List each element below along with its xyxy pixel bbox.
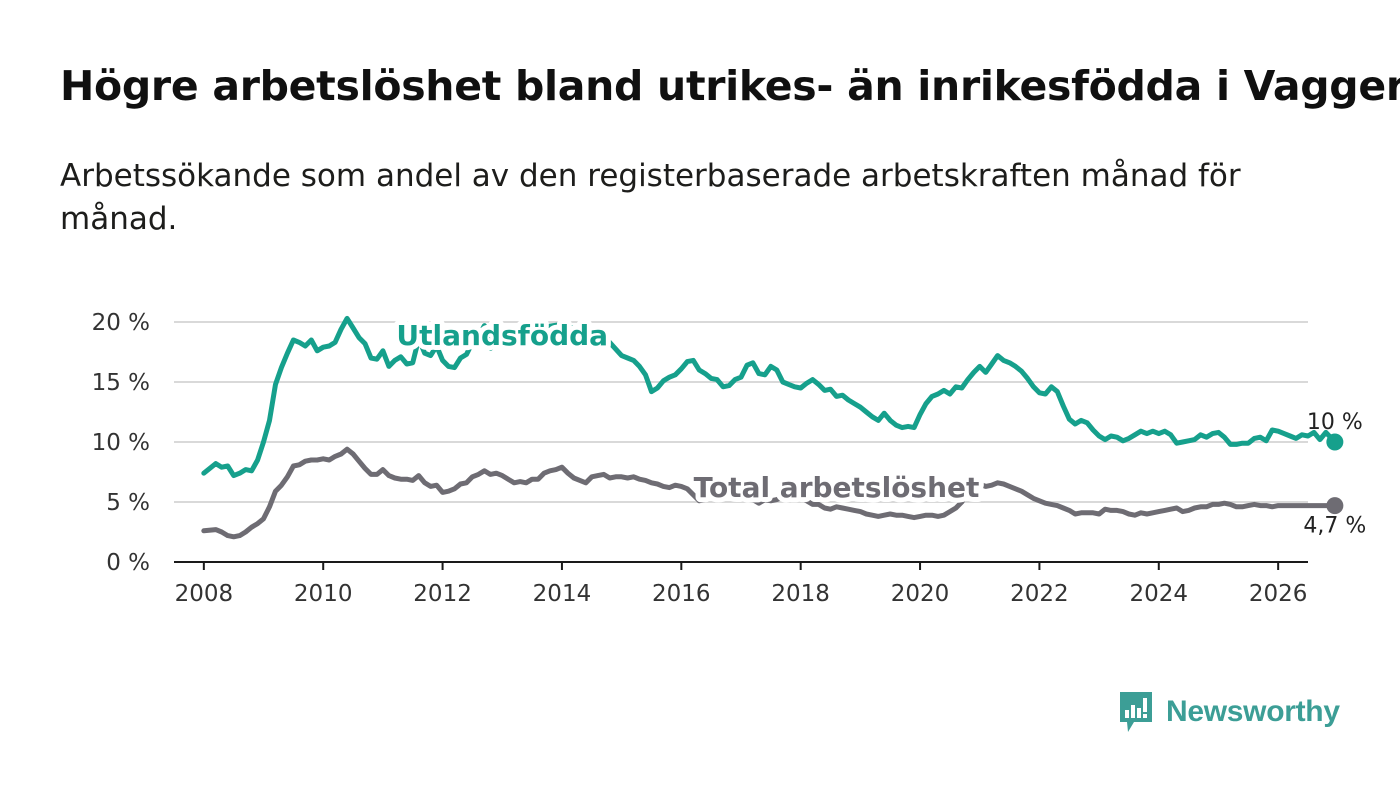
chart-title: Högre arbetslöshet bland utrikes- än inr… (60, 62, 1400, 110)
y-tick-label: 0 % (106, 550, 150, 576)
x-tick-label: 2008 (175, 581, 234, 607)
x-tick-label: 2012 (413, 581, 472, 607)
series-labels: 10 % 4,7 % Utlandsfödda Total arbetslöshet (391, 314, 1366, 539)
series-end-marker (1326, 433, 1344, 451)
x-tick-label: 2024 (1130, 581, 1189, 607)
chart-subtitle: Arbetssökande som andel av den registerb… (60, 158, 1241, 237)
gridlines (174, 321, 1308, 503)
x-tick-label: 2010 (294, 581, 353, 607)
series-end-marker (1326, 497, 1344, 515)
newsworthy-logo-icon (1120, 692, 1152, 732)
series-name-label: Total arbetslöshet (694, 471, 980, 504)
x-tick-label: 2018 (771, 581, 830, 607)
series-line-total (201, 446, 1338, 540)
y-tick-label: 10 % (92, 430, 150, 456)
y-tick-label: 20 % (92, 310, 150, 336)
x-tick-label: 2026 (1249, 581, 1308, 607)
series-lines (201, 315, 1344, 540)
x-tick-label: 2022 (1010, 581, 1069, 607)
series-end-value-label: 4,7 % (1303, 514, 1366, 539)
x-tick-label: 2020 (891, 581, 950, 607)
series-name-label: Utlandsfödda (396, 319, 608, 352)
brand-logo[interactable]: Newsworthy (1118, 690, 1340, 734)
y-axis-tick-labels: 0 % 5 % 10 % 15 % 20 % (92, 310, 150, 576)
y-tick-label: 5 % (106, 490, 150, 516)
brand-name: Newsworthy (1166, 695, 1340, 728)
x-axis: 2008 2010 2012 2014 2016 2018 2020 2022 2024 2026 (174, 561, 1308, 607)
x-tick-label: 2016 (652, 581, 711, 607)
series-end-value-label: 10 % (1307, 410, 1363, 435)
x-tick-label: 2014 (533, 581, 592, 607)
series-line-utlandsfodda (201, 315, 1338, 479)
y-tick-label: 15 % (92, 370, 150, 396)
